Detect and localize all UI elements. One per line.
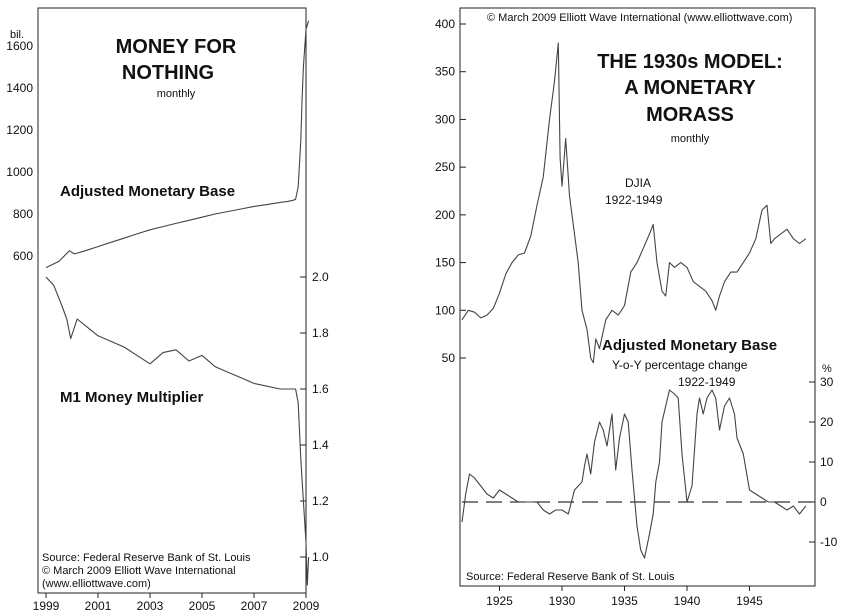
left-axis-unit: bil.	[10, 29, 24, 41]
left-source-line-1: Source: Federal Reserve Bank of St. Loui…	[42, 552, 251, 564]
right-title-line-3: MORASS	[646, 104, 734, 126]
right-source: Source: Federal Reserve Bank of St. Loui…	[466, 571, 675, 583]
djia-axis-tick-label: 50	[442, 351, 456, 365]
pct-axis-tick-label: 30	[820, 375, 834, 389]
x-axis-tick-label: 1940	[674, 594, 701, 608]
left-subtitle: monthly	[157, 88, 196, 100]
djia-axis-tick-label: 350	[435, 65, 455, 79]
right-plot-frame	[459, 7, 816, 587]
x-axis-tick-label: 2003	[137, 599, 164, 613]
djia-label-line-2: 1922-1949	[605, 193, 663, 207]
left-axis-tick-label: 800	[13, 207, 33, 221]
left-plot-frame	[37, 7, 307, 594]
x-axis-tick-label: 2009	[293, 599, 320, 613]
right-copyright: © March 2009 Elliott Wave International …	[487, 12, 792, 24]
djia-axis-tick-label: 200	[435, 208, 455, 222]
left-source-line-3: (www.elliottwave.com)	[42, 578, 151, 590]
monetary-base-line	[45, 20, 310, 269]
x-axis-tick-label: 2005	[189, 599, 216, 613]
djia-axis-tick-label: 100	[435, 303, 455, 317]
left-title-line-1: MONEY FOR	[116, 36, 237, 58]
djia-axis-tick-label: 400	[435, 17, 455, 31]
left-axis-tick-label: 1400	[6, 81, 33, 95]
x-axis-tick-label: 1999	[33, 599, 60, 613]
right-subtitle: monthly	[671, 133, 710, 145]
mb-label-line-3: 1922-1949	[678, 375, 736, 389]
left-chart: bil. 600 800 1000 1200 1400 1600 1.0 1.2 1.4 1.6…	[6, 7, 329, 613]
right-axis-tick-label: 1.0	[312, 550, 329, 564]
monetary-base-yoy-line	[461, 389, 807, 559]
left-axis-tick-label: 1600	[6, 39, 33, 53]
right-title-line-2: A MONETARY	[624, 77, 756, 99]
djia-axis-tick-label: 300	[435, 112, 455, 126]
series-label-m1-multiplier: M1 Money Multiplier	[60, 389, 204, 406]
pct-axis-tick-label: -10	[820, 535, 838, 549]
djia-label-line-1: DJIA	[625, 176, 651, 190]
right-chart: © March 2009 Elliott Wave International …	[435, 7, 838, 608]
right-axis-tick-label: 1.2	[312, 494, 329, 508]
djia-line	[461, 42, 807, 364]
money-multiplier-line	[45, 276, 310, 586]
right-axis-tick-label: 1.6	[312, 382, 329, 396]
right-title-line-1: THE 1930s MODEL:	[597, 51, 783, 73]
x-axis-tick-label: 1935	[611, 594, 638, 608]
pct-axis-tick-label: 0	[820, 495, 827, 509]
x-axis-tick-label: 2007	[241, 599, 268, 613]
x-axis-tick-label: 1945	[736, 594, 763, 608]
left-source-line-2: © March 2009 Elliott Wave International	[42, 565, 236, 577]
mb-label-line-1: Adjusted Monetary Base	[602, 337, 777, 354]
series-label-monetary-base: Adjusted Monetary Base	[60, 183, 235, 200]
right-axis-tick-label: 1.4	[312, 438, 329, 452]
pct-axis-tick-label: 10	[820, 455, 834, 469]
x-axis-tick-label: 2001	[85, 599, 112, 613]
mb-label-line-2: Y-o-Y percentage change	[612, 358, 748, 372]
pct-axis-tick-label: 20	[820, 415, 834, 429]
right-axis-tick-label: 2.0	[312, 270, 329, 284]
right-axis-tick-label: 1.8	[312, 326, 329, 340]
left-axis-tick-label: 1200	[6, 123, 33, 137]
left-axis-tick-label: 1000	[6, 165, 33, 179]
djia-axis-tick-label: 250	[435, 160, 455, 174]
left-title-line-2: NOTHING	[122, 62, 214, 84]
djia-axis-tick-label: 150	[435, 256, 455, 270]
left-axis-tick-label: 600	[13, 249, 33, 263]
x-axis-tick-label: 1930	[549, 594, 576, 608]
right-axis-unit: %	[822, 363, 832, 375]
x-axis-tick-label: 1925	[486, 594, 513, 608]
